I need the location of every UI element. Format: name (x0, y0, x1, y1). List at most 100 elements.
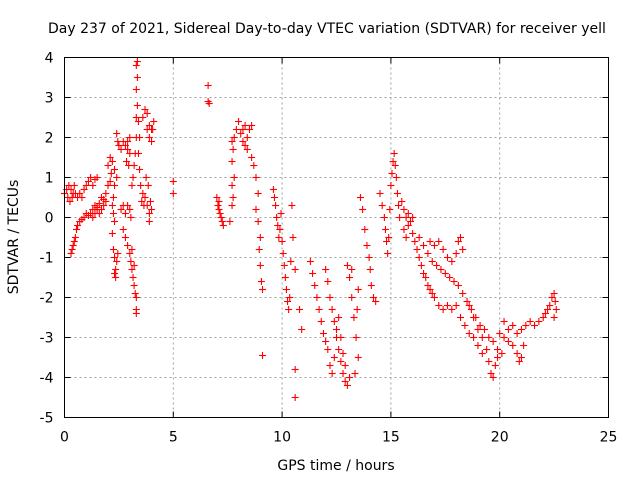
data-point (239, 126, 247, 133)
data-point (485, 334, 493, 341)
data-point (330, 354, 338, 361)
data-point (298, 326, 306, 333)
y-tick-label: 1 (45, 171, 54, 187)
data-point (106, 178, 114, 185)
data-point (80, 214, 88, 221)
data-point (496, 330, 504, 337)
data-point (76, 190, 84, 197)
data-point (136, 166, 144, 173)
data-point (291, 266, 299, 273)
data-point (117, 206, 125, 213)
data-point (396, 214, 404, 221)
data-point (415, 234, 423, 241)
data-point (269, 186, 277, 193)
data-point (311, 282, 319, 289)
data-point (415, 254, 423, 261)
data-point (217, 214, 225, 221)
data-points (61, 58, 560, 401)
data-point (428, 290, 436, 297)
data-point (348, 294, 356, 301)
data-point (128, 266, 136, 273)
data-point (383, 238, 391, 245)
data-point (124, 146, 132, 153)
data-point (132, 294, 140, 301)
data-point (465, 330, 473, 337)
data-point (448, 306, 456, 313)
data-point (353, 306, 361, 313)
data-point (309, 270, 317, 277)
y-tick-label: 2 (45, 131, 54, 147)
data-point (354, 286, 362, 293)
data-point (95, 200, 103, 207)
data-point (245, 126, 253, 133)
data-point (343, 382, 351, 389)
data-point (205, 100, 213, 107)
data-point (97, 206, 105, 213)
data-point (461, 322, 469, 329)
data-point (520, 342, 528, 349)
data-point (82, 182, 90, 189)
data-point (546, 302, 554, 309)
data-point (404, 222, 412, 229)
data-point (142, 174, 150, 181)
data-point (113, 258, 121, 265)
data-point (132, 86, 140, 93)
chart-title: Day 237 of 2021, Sidereal Day-to-day VTE… (48, 21, 606, 37)
data-point (133, 74, 141, 81)
data-point (108, 158, 116, 165)
data-point (388, 170, 396, 177)
data-point (346, 274, 354, 281)
data-point (71, 234, 79, 241)
data-point (350, 314, 358, 321)
data-point (143, 126, 151, 133)
data-point (138, 198, 146, 205)
x-tick-label: 25 (600, 430, 618, 446)
data-point (465, 302, 473, 309)
data-point (100, 196, 108, 203)
data-point (111, 166, 119, 173)
data-point (134, 118, 142, 125)
x-tick-label: 5 (169, 430, 178, 446)
data-point (428, 258, 436, 265)
data-point (219, 222, 227, 229)
data-point (141, 106, 149, 113)
data-point (106, 154, 114, 161)
data-point (286, 294, 294, 301)
data-point (380, 214, 388, 221)
data-point (454, 238, 462, 245)
data-point (67, 186, 75, 193)
data-point (483, 346, 491, 353)
data-point (476, 322, 484, 329)
data-point (239, 138, 247, 145)
data-point (123, 158, 131, 165)
data-point (544, 306, 552, 313)
data-point (275, 234, 283, 241)
data-point (241, 142, 249, 149)
data-point (109, 210, 117, 217)
data-point (459, 246, 467, 253)
data-point (141, 194, 149, 201)
data-point (230, 174, 238, 181)
data-point (109, 194, 117, 201)
data-point (365, 254, 373, 261)
data-point (148, 138, 156, 145)
data-point (435, 302, 443, 309)
data-point (127, 214, 135, 221)
data-point (145, 134, 153, 141)
data-point (480, 326, 488, 333)
data-point (148, 206, 156, 213)
data-point (406, 218, 414, 225)
data-point (214, 202, 222, 209)
data-point (146, 198, 154, 205)
data-point (128, 246, 136, 253)
data-point (437, 266, 445, 273)
data-point (426, 286, 434, 293)
data-point (282, 286, 290, 293)
data-point (494, 346, 502, 353)
data-point (126, 250, 134, 257)
data-point (228, 202, 236, 209)
data-point (280, 262, 288, 269)
data-point (132, 310, 140, 317)
y-tick-label: -3 (40, 331, 54, 347)
x-tick-label: 15 (382, 430, 400, 446)
